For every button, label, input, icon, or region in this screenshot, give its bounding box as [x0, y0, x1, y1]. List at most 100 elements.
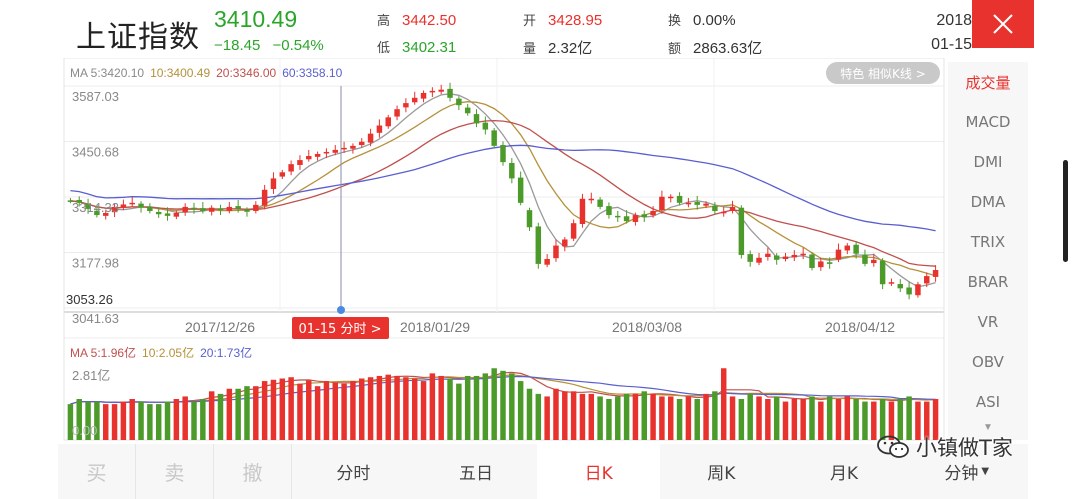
volume-bar [924, 401, 930, 440]
volume-bar [641, 391, 647, 440]
candle-body [632, 215, 639, 222]
volume-bar [129, 399, 135, 440]
volume-bar [482, 373, 489, 440]
price-axis-label: 3041.63 [72, 311, 119, 326]
volume-bar [712, 391, 718, 440]
candle-body [915, 284, 921, 296]
cancel-order-button[interactable]: 撤 [214, 444, 292, 499]
indicator-asi[interactable]: ASI [975, 393, 1001, 411]
index-name: 上证指数 [76, 20, 200, 55]
moving-average-lines [70, 93, 936, 288]
indicator-volume[interactable]: 成交量 [965, 73, 1011, 92]
volume-bar [102, 404, 109, 440]
tab-weekly-k[interactable]: 周K [707, 464, 736, 484]
volume-bar [729, 396, 736, 440]
indicator-macd[interactable]: MACD [965, 113, 1011, 131]
ma20-line [70, 119, 936, 267]
volume-bar [623, 393, 630, 440]
volume-bar [94, 401, 100, 440]
candle-body [703, 203, 709, 206]
stat-value: 0.00% [693, 12, 736, 29]
volume-bar [500, 370, 506, 440]
volume-bar [906, 396, 912, 440]
volume-bar [411, 378, 418, 440]
indicator-dma[interactable]: DMA [970, 193, 1006, 211]
more-indicators-icon[interactable]: ▼ [983, 422, 993, 433]
chevron-down-icon: ▼ [981, 466, 990, 477]
indicator-obv[interactable]: OBV [972, 353, 1004, 371]
volume-bar [650, 393, 656, 440]
candle-body [897, 284, 904, 289]
volume-bar [835, 399, 842, 440]
tab-monthly-k[interactable]: 月K [829, 464, 859, 484]
volume-bar [579, 393, 586, 440]
volume-bar [809, 396, 815, 440]
candle-body [826, 262, 833, 264]
tab-intraday[interactable]: 分时 [336, 464, 371, 484]
kline-chart[interactable]: 3587.03 3450.68 3314.33 3177.98 3041.63 3053.… [0, 58, 946, 442]
candle-body [756, 257, 762, 263]
volume-bar [420, 381, 427, 440]
candle-body [429, 90, 436, 93]
candle-body [835, 249, 842, 260]
candle-body [341, 147, 347, 150]
candle-body [791, 254, 798, 258]
volume-bar [738, 399, 745, 440]
volume-bar [359, 378, 365, 440]
candle-body [738, 207, 745, 255]
candle-body [526, 210, 533, 228]
candle-body [376, 125, 383, 133]
candle-body [67, 200, 74, 202]
candle-body [306, 156, 312, 160]
volume-bar [288, 377, 294, 440]
volume-bar [67, 404, 74, 440]
crosshair-dot [337, 306, 345, 314]
close-button[interactable] [972, 0, 1034, 48]
stat-label: 低 [377, 41, 391, 56]
candle-body [588, 198, 595, 201]
candle-body [200, 208, 206, 211]
candle-body [456, 98, 462, 106]
price-axis-label: 3450.68 [72, 145, 119, 160]
tab-five-day[interactable]: 五日 [459, 464, 493, 484]
volume-bar [597, 396, 603, 440]
current-price: 3410.49 [214, 6, 298, 32]
indicator-dmi[interactable]: DMI [973, 153, 1003, 171]
similar-kline-button[interactable]: 特色 相似K线 > [826, 62, 940, 84]
volume-bar [553, 388, 559, 440]
volume-bar [632, 393, 639, 440]
candle-body [888, 282, 895, 284]
change-percent: −0.54% [272, 37, 324, 54]
candle-body [694, 202, 700, 205]
volume-bar [111, 404, 118, 440]
candle-body [615, 215, 621, 218]
buy-button[interactable]: 买 [58, 444, 136, 499]
volume-bar [826, 396, 833, 440]
volume-bar [932, 399, 939, 440]
tab-minute[interactable]: 分钟 ▼ [905, 444, 1028, 499]
volume-bar [438, 375, 444, 440]
candle-body [438, 89, 444, 92]
candle-body [385, 117, 391, 127]
stat-label: 额 [668, 42, 682, 57]
candle-body [147, 206, 153, 211]
indicator-vr[interactable]: VR [977, 313, 999, 331]
sell-button[interactable]: 卖 [136, 444, 214, 499]
candle-body [464, 107, 471, 114]
volume-bar [791, 399, 798, 440]
candle-body [623, 216, 630, 222]
candle-body [164, 213, 171, 216]
candle-body [553, 245, 559, 259]
quote-header: 上证指数 3410.49 −18.45 −0.54% 高 3442.50 开 342… [0, 0, 1080, 58]
candle-body [924, 276, 930, 284]
stat-low: 低 3402.31 [377, 37, 456, 56]
tab-daily-k[interactable]: 日K [537, 444, 661, 499]
candle-body [253, 204, 259, 211]
indicator-trix[interactable]: TRIX [970, 233, 1006, 251]
price-axis-label: 3177.98 [72, 256, 119, 271]
stat-value: 2.32亿 [548, 40, 593, 57]
side-scrollbar[interactable] [1063, 160, 1068, 262]
candle-body [517, 177, 524, 203]
indicator-brar[interactable]: BRAR [967, 273, 1009, 291]
volume-bar [85, 401, 91, 440]
